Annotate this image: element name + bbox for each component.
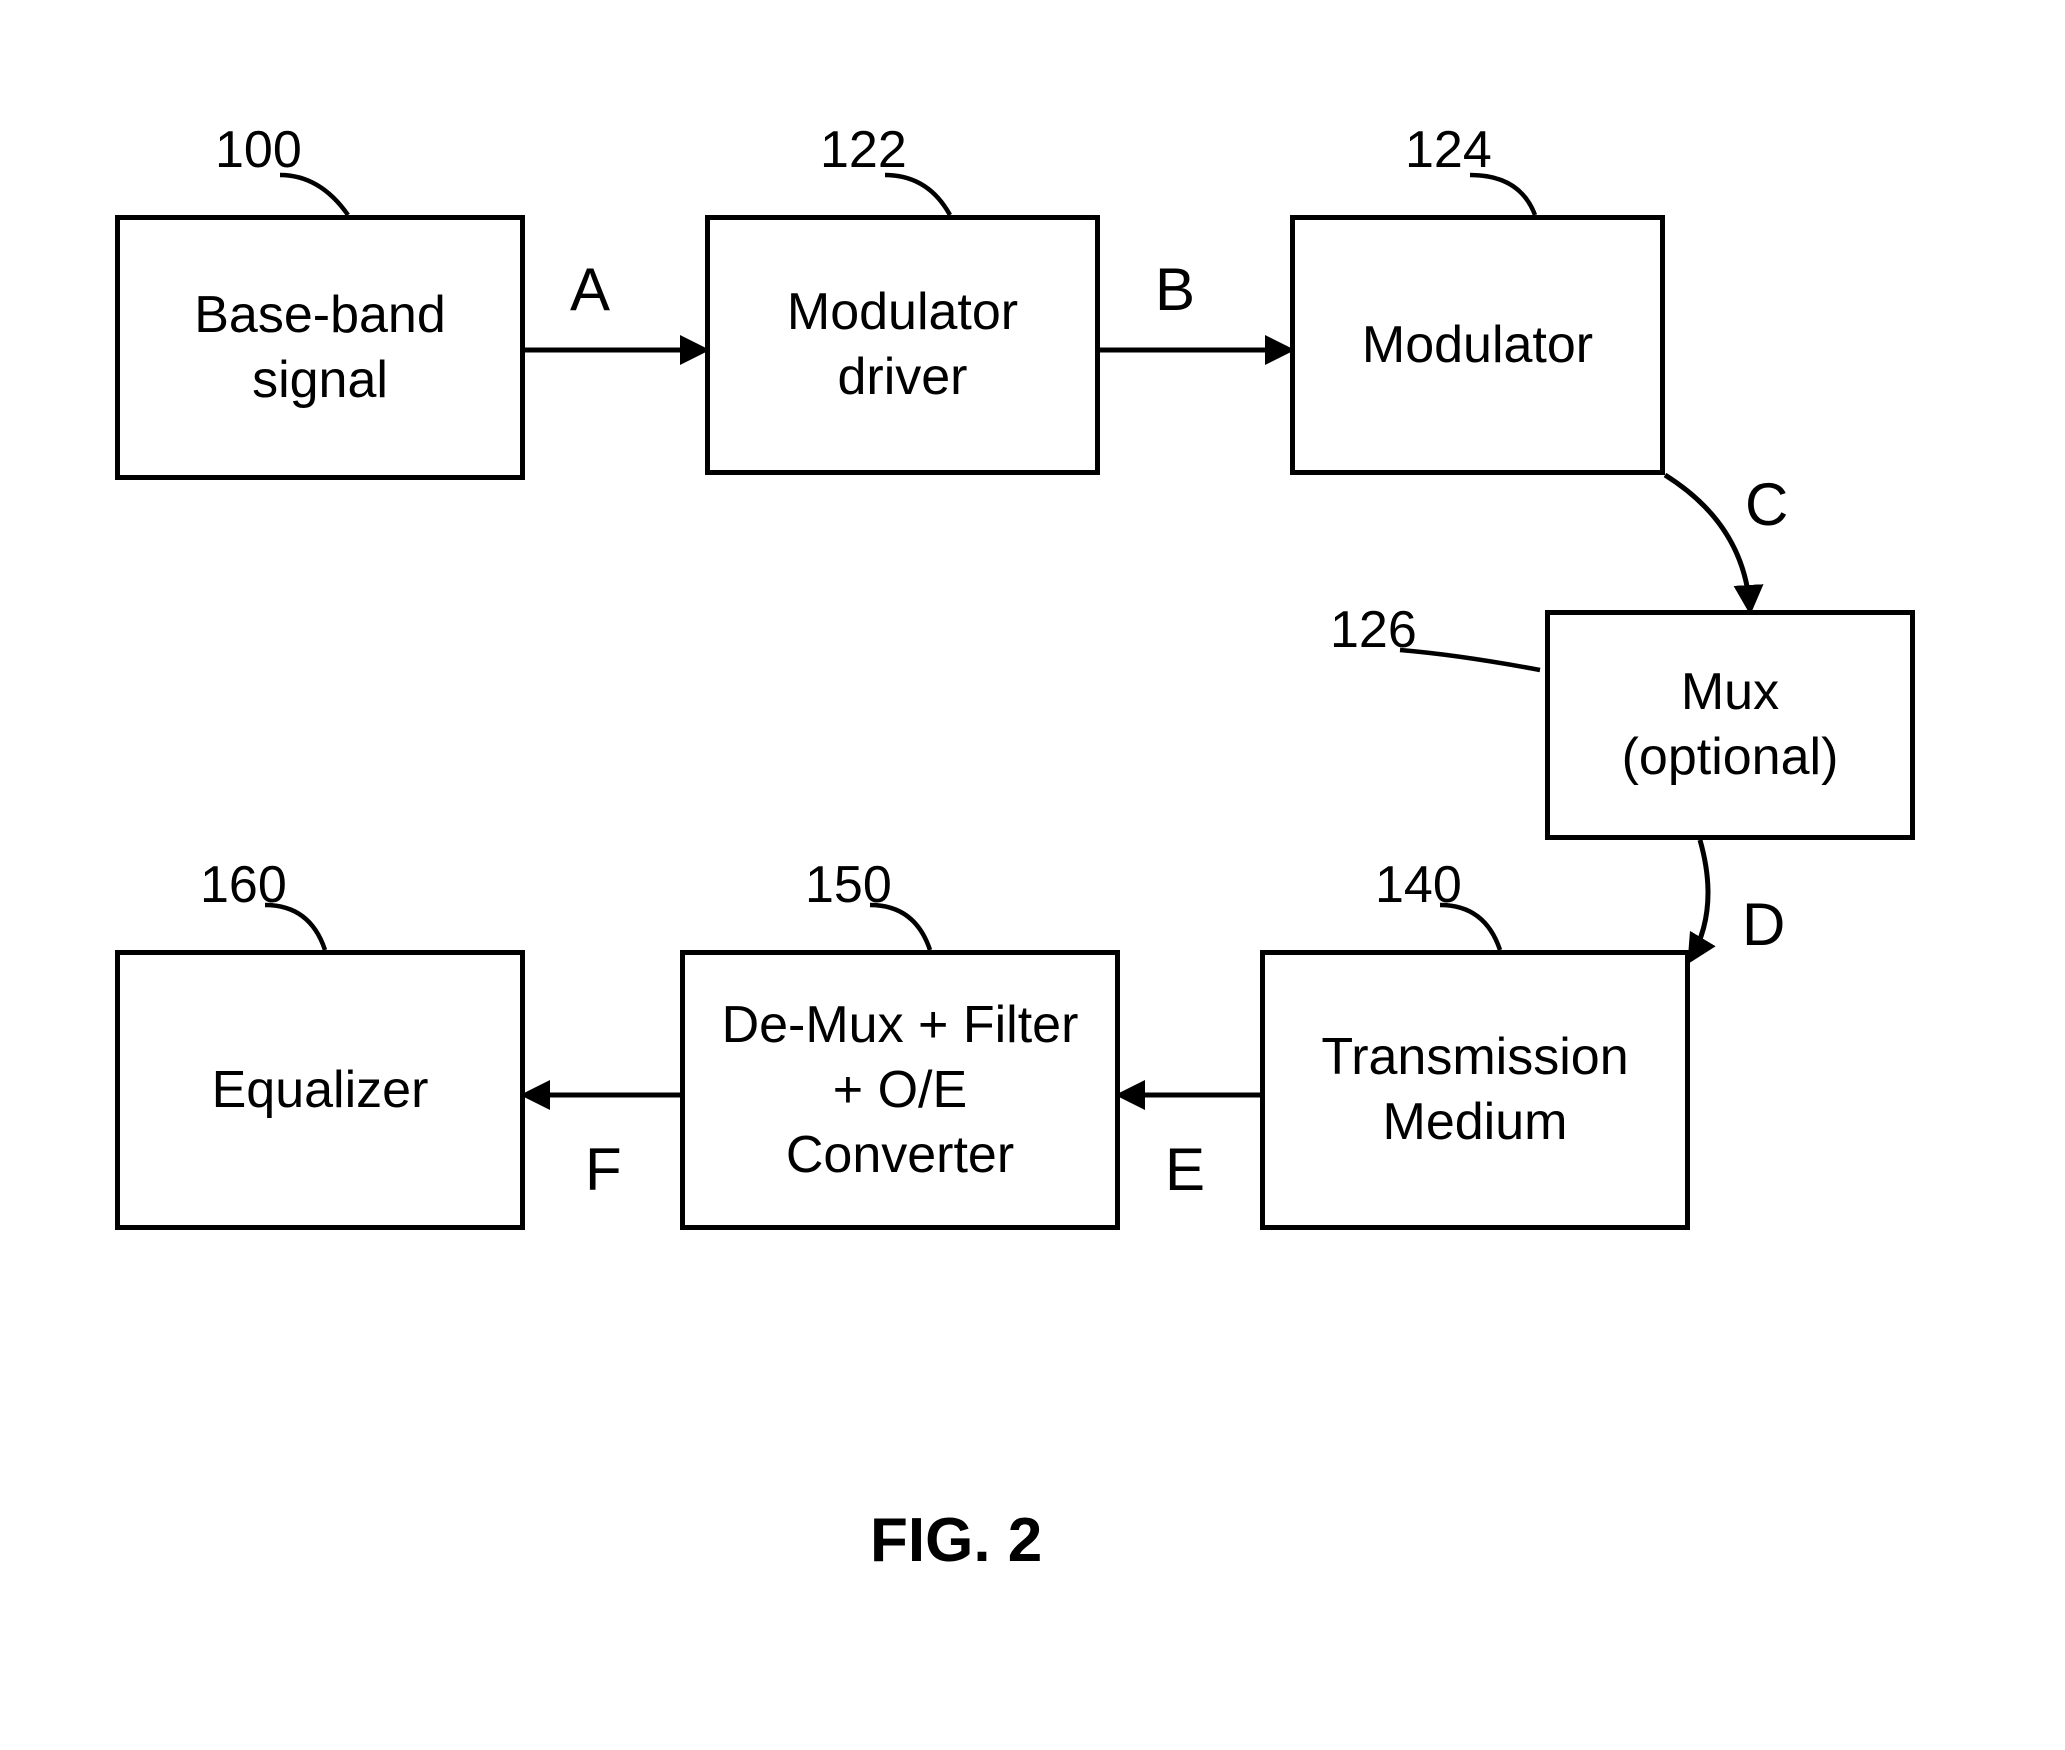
edge-label-b: B xyxy=(1155,255,1195,324)
edge-label-c: C xyxy=(1745,470,1788,539)
callout-moddriver xyxy=(885,175,950,215)
block-modulator: Modulator xyxy=(1290,215,1665,475)
ref-label-122: 122 xyxy=(820,120,907,180)
callout-modulator xyxy=(1470,175,1535,215)
edge-label-d: D xyxy=(1742,890,1785,959)
figure-label: FIG. 2 xyxy=(870,1505,1042,1576)
edge-c xyxy=(1665,475,1750,610)
ref-label-140: 140 xyxy=(1375,855,1462,915)
ref-label-124: 124 xyxy=(1405,120,1492,180)
block-label: TransmissionMedium xyxy=(1321,1025,1628,1155)
edge-label-a: A xyxy=(570,255,610,324)
block-demux: De-Mux + Filter+ O/EConverter xyxy=(680,950,1120,1230)
block-mux: Mux(optional) xyxy=(1545,610,1915,840)
ref-label-126: 126 xyxy=(1330,600,1417,660)
block-label: Equalizer xyxy=(212,1058,429,1123)
callout-mux xyxy=(1400,650,1540,670)
block-label: De-Mux + Filter+ O/EConverter xyxy=(722,993,1079,1188)
edge-label-e: E xyxy=(1165,1135,1205,1204)
ref-label-100: 100 xyxy=(215,120,302,180)
block-label: Modulator xyxy=(1362,313,1593,378)
block-label: Mux(optional) xyxy=(1622,660,1839,790)
block-equalizer: Equalizer xyxy=(115,950,525,1230)
edge-d xyxy=(1690,840,1708,960)
ref-label-150: 150 xyxy=(805,855,892,915)
ref-label-160: 160 xyxy=(200,855,287,915)
block-baseband: Base-bandsignal xyxy=(115,215,525,480)
callout-baseband xyxy=(280,175,348,215)
block-diagram: Base-bandsignal Modulatordriver Modulato… xyxy=(0,0,2065,1750)
block-label: Base-bandsignal xyxy=(194,283,446,413)
edge-label-f: F xyxy=(585,1135,622,1204)
block-label: Modulatordriver xyxy=(787,280,1018,410)
block-transmission-medium: TransmissionMedium xyxy=(1260,950,1690,1230)
block-modulator-driver: Modulatordriver xyxy=(705,215,1100,475)
